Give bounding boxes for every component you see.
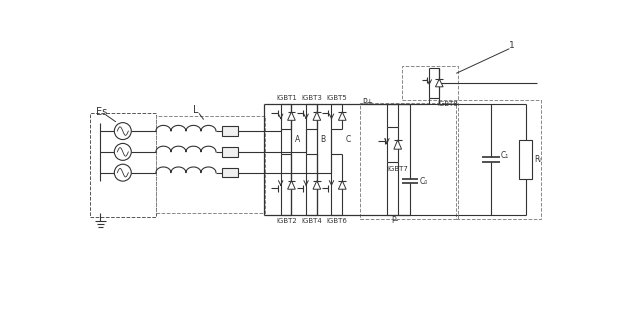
Bar xyxy=(360,103,458,219)
Text: IGBT8: IGBT8 xyxy=(437,101,458,107)
Polygon shape xyxy=(288,181,295,189)
Text: C₁: C₁ xyxy=(501,151,509,160)
Text: IGBT6: IGBT6 xyxy=(327,218,348,224)
Polygon shape xyxy=(435,79,443,87)
Bar xyxy=(90,113,156,216)
Bar xyxy=(222,147,238,156)
Polygon shape xyxy=(288,112,295,120)
Bar xyxy=(222,168,238,177)
Polygon shape xyxy=(313,112,321,120)
Text: Rₗ: Rₗ xyxy=(534,155,541,164)
Bar xyxy=(156,117,266,214)
Text: 1: 1 xyxy=(509,41,514,50)
Text: Es: Es xyxy=(96,107,107,117)
Polygon shape xyxy=(339,112,346,120)
Text: L: L xyxy=(193,105,198,115)
Bar xyxy=(519,140,532,179)
Text: A: A xyxy=(295,136,300,144)
Text: IGBT3: IGBT3 xyxy=(301,95,322,101)
Text: P-: P- xyxy=(391,216,398,225)
Text: C: C xyxy=(345,136,350,144)
Polygon shape xyxy=(394,140,402,149)
Polygon shape xyxy=(339,181,346,189)
Text: IGBT2: IGBT2 xyxy=(276,218,297,224)
Polygon shape xyxy=(313,181,321,189)
Text: IGBT5: IGBT5 xyxy=(327,95,348,101)
Text: B: B xyxy=(320,136,325,144)
Bar xyxy=(222,126,238,136)
Text: C₀: C₀ xyxy=(420,177,428,185)
Text: IGBT1: IGBT1 xyxy=(276,95,297,101)
Bar xyxy=(402,66,458,100)
Text: IGBT4: IGBT4 xyxy=(301,218,322,224)
Text: IGBT7: IGBT7 xyxy=(387,166,408,172)
Bar xyxy=(456,100,541,219)
Text: P+: P+ xyxy=(362,98,373,107)
